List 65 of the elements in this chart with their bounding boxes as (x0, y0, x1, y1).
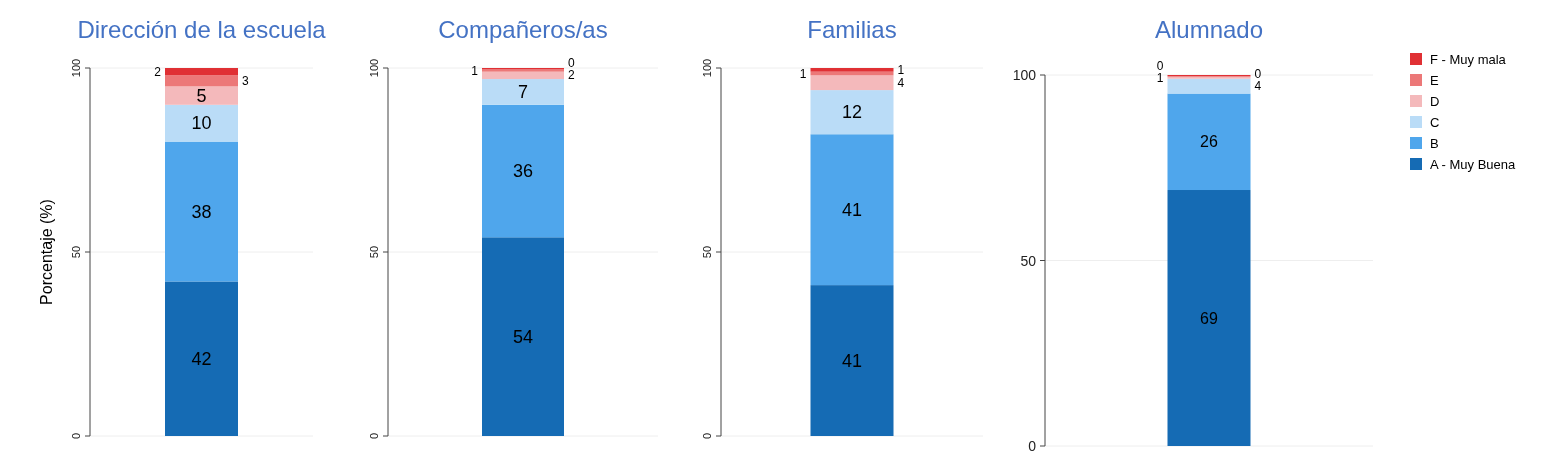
data-label: 4 (897, 75, 905, 90)
bar (482, 71, 564, 80)
data-label: 26 (1200, 133, 1218, 151)
y-tick-label: 100 (70, 58, 82, 78)
data-label: 1 (1156, 70, 1164, 85)
chart-title: Dirección de la escuela (77, 16, 327, 43)
bar (810, 134, 894, 286)
y-tick-label: 50 (1020, 252, 1037, 269)
data-label: 36 (512, 161, 534, 182)
bar (810, 68, 894, 72)
data-label: 0 (1156, 58, 1164, 73)
y-tick-label: 100 (368, 58, 380, 78)
legend-label: A - Muy Buena (1430, 156, 1517, 172)
data-label: 1 (471, 63, 479, 78)
y-tick-label: 0 (701, 432, 713, 440)
data-label: 1 (897, 62, 905, 77)
legend-label: B (1430, 135, 1439, 151)
y-tick-label: 100 (1012, 67, 1037, 83)
bar (482, 104, 564, 238)
chart-title: Compañeros/as (438, 16, 608, 43)
y-tick-label: 100 (701, 58, 713, 78)
legend-label: E (1430, 72, 1439, 88)
y-tick-label: 0 (70, 432, 82, 440)
data-label: 3 (242, 73, 249, 88)
bar (810, 75, 894, 91)
bar (482, 79, 564, 105)
bar (165, 68, 238, 76)
chart-title: Alumnado (1154, 16, 1264, 43)
y-tick-label: 50 (70, 245, 82, 259)
bar (165, 281, 238, 436)
data-label: 2 (154, 64, 162, 79)
y-axis-title: Porcentaje (%) (38, 199, 55, 305)
bar (165, 86, 238, 105)
data-label: 2 (568, 68, 575, 83)
y-tick-label: 50 (701, 245, 713, 259)
data-label: 38 (191, 201, 212, 222)
data-label: 54 (512, 326, 534, 347)
bar (1167, 93, 1251, 191)
chart-title: Familias (807, 16, 897, 43)
bar (482, 237, 564, 436)
bar (810, 285, 894, 436)
data-label: 4 (1254, 79, 1262, 94)
data-label: 12 (841, 102, 863, 123)
data-label: 41 (841, 350, 863, 371)
data-label: 1 (799, 66, 807, 81)
bar (165, 141, 238, 282)
data-label: 69 (1200, 309, 1218, 327)
data-label: 0 (1254, 67, 1262, 82)
bar (1167, 78, 1251, 94)
bar (165, 104, 238, 142)
data-label: 7 (517, 81, 529, 102)
legend-label: D (1430, 93, 1440, 109)
data-label: 41 (841, 199, 863, 220)
data-label: 10 (191, 113, 212, 134)
data-label: 42 (191, 348, 212, 369)
data-label: 5 (196, 85, 207, 106)
bar (165, 75, 238, 87)
y-tick-label: 50 (368, 245, 380, 259)
y-tick-label: 0 (1028, 438, 1037, 453)
bar (1167, 190, 1251, 446)
y-tick-label: 0 (368, 432, 380, 440)
bar (810, 90, 894, 135)
legend-label: C (1430, 114, 1440, 130)
data-label: 0 (568, 56, 575, 71)
legend-label: F - Muy mala (1430, 51, 1507, 67)
